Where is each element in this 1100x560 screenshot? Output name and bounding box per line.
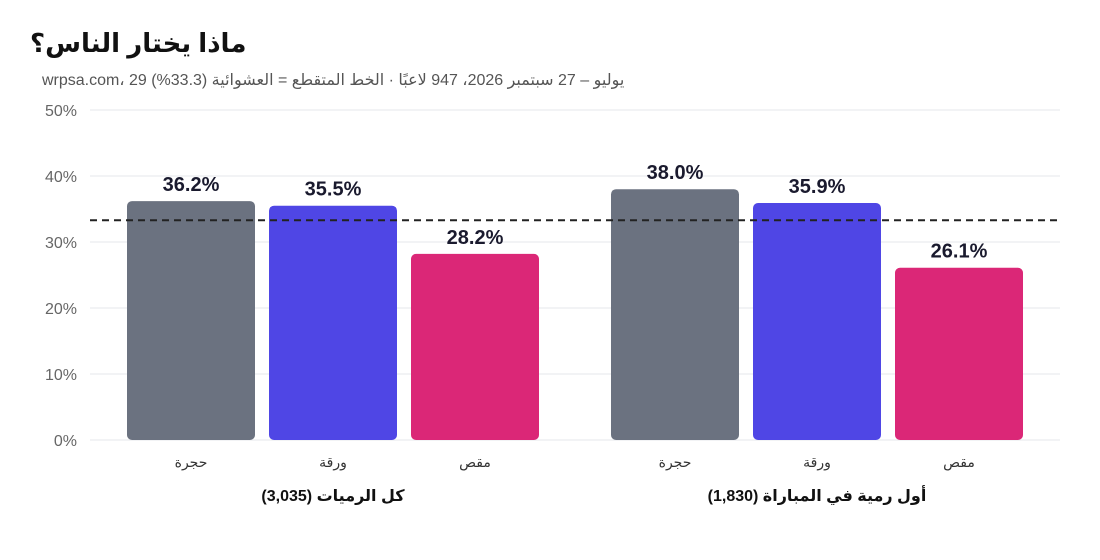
bar-2-2 xyxy=(753,203,881,440)
chart-subtitle: يوليو – 27 سبتمبر 2026، 947 لاعبًا · الخ… xyxy=(42,72,625,89)
y-tick-label: 0% xyxy=(54,433,77,450)
y-tick-label: 20% xyxy=(45,301,77,318)
chart-title: ماذا يختار الناس؟ xyxy=(30,28,247,58)
category-label: حجرة xyxy=(659,454,692,471)
y-tick-label: 30% xyxy=(45,235,77,252)
category-label: مقص xyxy=(943,454,975,471)
y-tick-label: 50% xyxy=(45,103,77,120)
bar-1-1 xyxy=(127,201,255,440)
value-label: 26.1% xyxy=(931,241,988,263)
category-label: ورقة xyxy=(803,454,831,471)
value-label: 35.5% xyxy=(305,179,362,201)
value-label: 35.9% xyxy=(789,176,846,198)
category-label: مقص xyxy=(459,454,491,471)
group-label: أول رمية في المباراة (1,830) xyxy=(708,485,927,506)
y-axis-ticks: 0% 10% 20% 30% 40% 50% xyxy=(45,103,77,450)
bar-2-1 xyxy=(611,189,739,440)
value-label: 28.2% xyxy=(447,227,504,249)
value-label: 38.0% xyxy=(647,162,704,184)
bars xyxy=(127,189,1023,440)
labels: 36.2% حجرة 35.5% ورقة 28.2% مقص كل الرميات (3,… xyxy=(163,162,988,506)
category-label: ورقة xyxy=(319,454,347,471)
group-label: كل الرميات (3,035) xyxy=(261,488,405,505)
bar-2-3 xyxy=(895,267,1023,440)
y-tick-label: 40% xyxy=(45,169,77,186)
value-label: 36.2% xyxy=(163,174,220,196)
bar-1-3 xyxy=(411,253,539,440)
bar-1-2 xyxy=(269,205,397,440)
category-label: حجرة xyxy=(175,454,208,471)
y-tick-label: 10% xyxy=(45,367,77,384)
